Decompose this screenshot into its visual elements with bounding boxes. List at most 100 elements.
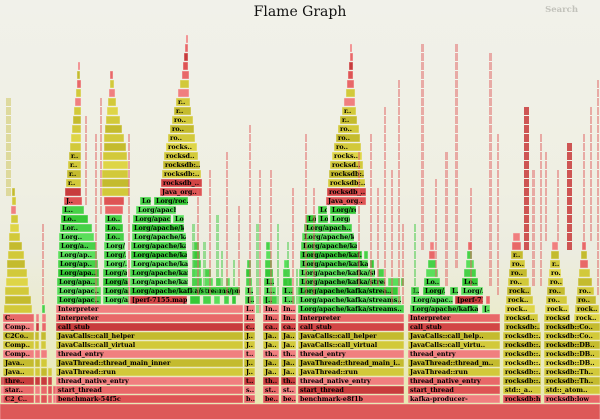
frame[interactable]	[35, 386, 40, 395]
frame[interactable]: ro..	[576, 296, 596, 305]
frame[interactable]: r..	[174, 107, 191, 116]
frame[interactable]: Ja..	[281, 341, 296, 350]
frame[interactable]: std::_a..	[503, 386, 541, 395]
frame[interactable]: r..	[68, 161, 81, 170]
frame[interactable]: Lorg/apac..	[57, 296, 101, 305]
frame[interactable]	[203, 296, 211, 305]
frame[interactable]	[246, 269, 251, 278]
frame[interactable]	[247, 260, 251, 269]
frame[interactable]	[579, 269, 590, 278]
frame[interactable]: [perf-7155.map]	[130, 296, 187, 305]
frame[interactable]	[193, 260, 201, 269]
frame[interactable]	[265, 260, 272, 269]
frame[interactable]	[11, 206, 16, 215]
frame[interactable]: call_stub	[56, 323, 243, 332]
frame[interactable]	[12, 188, 15, 197]
frame[interactable]	[185, 44, 188, 53]
frame[interactable]	[105, 206, 123, 215]
frame[interactable]: rocksd..	[164, 152, 198, 161]
frame[interactable]	[102, 179, 129, 188]
frame[interactable]: Java..	[3, 368, 34, 377]
frame[interactable]: JavaThread::run	[408, 368, 500, 377]
frame[interactable]: C2Co..	[3, 332, 34, 341]
frame[interactable]: Ja..	[281, 332, 296, 341]
frame[interactable]: Lorg/apache/kafka/streams/pr..	[131, 251, 187, 260]
frame[interactable]: L..	[245, 287, 253, 296]
frame[interactable]: rocksd..	[330, 161, 363, 170]
frame[interactable]: Lorg/apache/kafka/streams/pr..	[131, 242, 186, 251]
frame[interactable]: rock..	[575, 305, 599, 314]
frame[interactable]	[10, 224, 19, 233]
frame[interactable]: st..	[263, 386, 279, 395]
frame[interactable]	[48, 368, 52, 377]
frame[interactable]: L..	[62, 206, 84, 215]
frame[interactable]: benchmark-e8f1b	[298, 395, 404, 404]
frame[interactable]	[42, 323, 46, 332]
frame[interactable]: J..	[244, 341, 255, 350]
frame[interactable]	[102, 170, 128, 179]
frame[interactable]: start_thread	[298, 386, 404, 395]
frame[interactable]: J..	[244, 332, 255, 341]
frame[interactable]	[344, 98, 355, 107]
frame[interactable]: Lo..	[140, 197, 151, 206]
frame[interactable]	[186, 35, 188, 44]
frame[interactable]: Lorg/..	[173, 215, 184, 224]
frame[interactable]: JavaCalls::call_virtual	[298, 341, 404, 350]
frame[interactable]: Lorg/..	[104, 242, 125, 251]
frame[interactable]	[35, 368, 40, 377]
frame[interactable]: th..	[281, 350, 296, 359]
frame[interactable]	[41, 395, 47, 404]
frame[interactable]	[41, 350, 47, 359]
frame[interactable]	[48, 386, 52, 395]
frame[interactable]: rocksdb::DB..	[544, 341, 600, 350]
frame[interactable]: Ja..	[263, 332, 279, 341]
frame[interactable]: rocksdb::..	[503, 341, 541, 350]
frame[interactable]	[72, 125, 81, 134]
frame[interactable]: Lorg/apache/ka..	[302, 233, 354, 242]
frame[interactable]: C..	[3, 314, 34, 323]
frame[interactable]	[73, 116, 81, 125]
frame[interactable]	[193, 251, 200, 260]
frame[interactable]: b..	[244, 395, 255, 404]
frame[interactable]	[41, 341, 46, 350]
frame[interactable]: be..	[263, 395, 279, 404]
frame[interactable]	[9, 233, 20, 242]
frame[interactable]: ro..	[549, 269, 561, 278]
frame[interactable]: L..	[282, 287, 293, 296]
frame[interactable]	[578, 278, 592, 287]
frame[interactable]: rocksdb::..	[503, 350, 541, 359]
frame[interactable]: r..	[66, 179, 81, 188]
frame[interactable]	[110, 71, 113, 80]
frame[interactable]: Lorg/apache/kafka/streams/pm..	[130, 269, 188, 278]
frame[interactable]: ro..	[546, 296, 567, 305]
search-button[interactable]: Search	[545, 5, 578, 15]
frame[interactable]: Lorg/apache/kafka/streams/pr..	[131, 260, 188, 269]
frame[interactable]	[103, 152, 127, 161]
frame[interactable]	[551, 251, 559, 260]
frame[interactable]: s..	[244, 386, 255, 395]
frame[interactable]	[224, 296, 229, 305]
frame[interactable]	[183, 62, 188, 71]
frame[interactable]: rocksdb::..	[503, 377, 541, 386]
frame[interactable]: [..	[263, 296, 277, 305]
frame[interactable]: Lorg/..	[104, 260, 127, 269]
frame[interactable]: rocksdb..	[544, 314, 570, 323]
frame[interactable]	[5, 287, 29, 296]
frame[interactable]	[466, 260, 474, 269]
frame[interactable]: r..	[340, 116, 357, 125]
frame[interactable]: rocksdb::Th..	[544, 368, 600, 377]
frame[interactable]: Comp..	[3, 323, 34, 332]
frame[interactable]: Ja..	[263, 368, 279, 377]
frame[interactable]: th..	[263, 377, 279, 386]
frame[interactable]	[53, 386, 56, 395]
frame[interactable]: rocksdb:..	[162, 170, 201, 179]
frame[interactable]	[11, 215, 18, 224]
frame[interactable]: std::_atom..	[544, 386, 600, 395]
frame[interactable]	[35, 377, 40, 386]
frame[interactable]	[104, 134, 124, 143]
frame[interactable]: Lorg/apache/kafka/c..	[410, 305, 478, 314]
frame[interactable]: Lorg/a..	[103, 278, 128, 287]
frame[interactable]: ro..	[548, 278, 563, 287]
frame[interactable]: Interpreter	[56, 305, 243, 314]
frame[interactable]: rocks..	[166, 143, 197, 152]
